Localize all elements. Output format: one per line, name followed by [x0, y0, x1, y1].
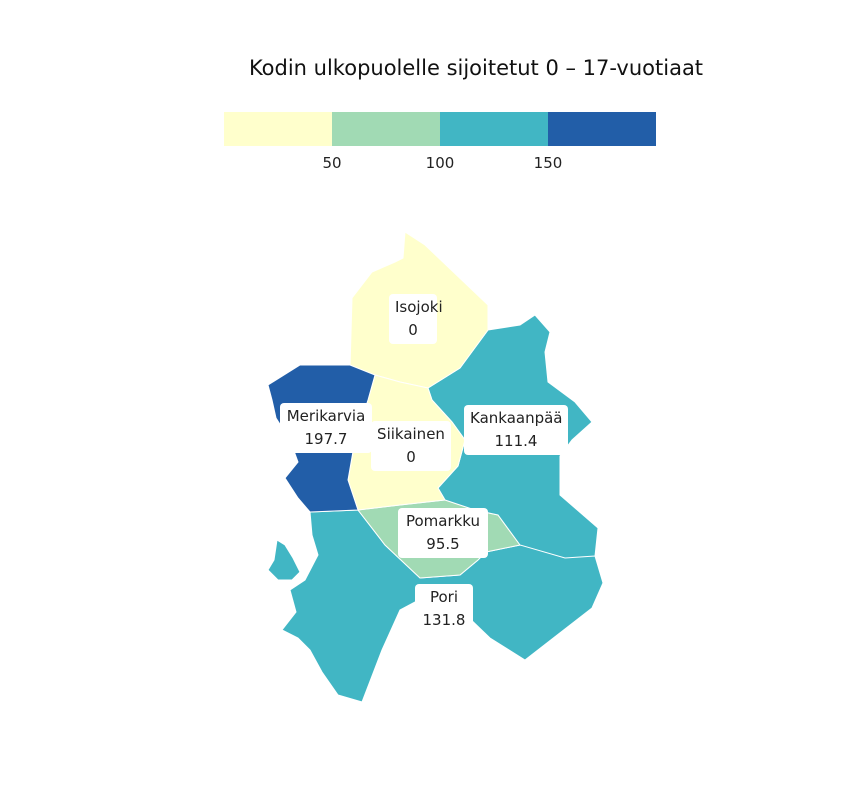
region-name: Siikainen	[377, 425, 445, 443]
region-value: 0	[406, 448, 416, 466]
legend-tick: 100	[425, 154, 455, 172]
region-pori-island	[267, 539, 301, 581]
region-label-pori: Pori 131.8	[415, 584, 473, 634]
region-name: Pori	[429, 588, 459, 606]
region-label-pomarkku: Pomarkku 95.5	[398, 508, 488, 558]
region-name: Isojoki	[395, 298, 443, 316]
region-label-isojoki: Isojoki 0	[389, 294, 443, 344]
region-value: 0	[408, 321, 418, 339]
region-value: 197.7	[304, 430, 348, 448]
legend-bin-3	[440, 112, 548, 146]
region-label-merikarvia: Merikarvia 197.7	[280, 403, 372, 453]
region-value: 95.5	[426, 535, 460, 553]
legend-bin-2	[332, 112, 440, 146]
region-value: 111.4	[494, 432, 538, 450]
legend-tick: 50	[322, 154, 342, 172]
legend-tick: 150	[533, 154, 563, 172]
map-title: Kodin ulkopuolelle sijoitetut 0 – 17-vuo…	[248, 56, 704, 80]
legend-bin-4	[548, 112, 656, 146]
region-label-kankaanpaa: Kankaanpää 111.4	[464, 405, 568, 455]
region-label-siikainen: Siikainen 0	[371, 421, 451, 471]
region-value: 131.8	[422, 611, 466, 629]
region-name: Pomarkku	[405, 512, 481, 530]
region-name: Merikarvia	[286, 407, 366, 425]
region-name: Kankaanpää	[470, 409, 563, 427]
legend-bin-1	[224, 112, 332, 146]
